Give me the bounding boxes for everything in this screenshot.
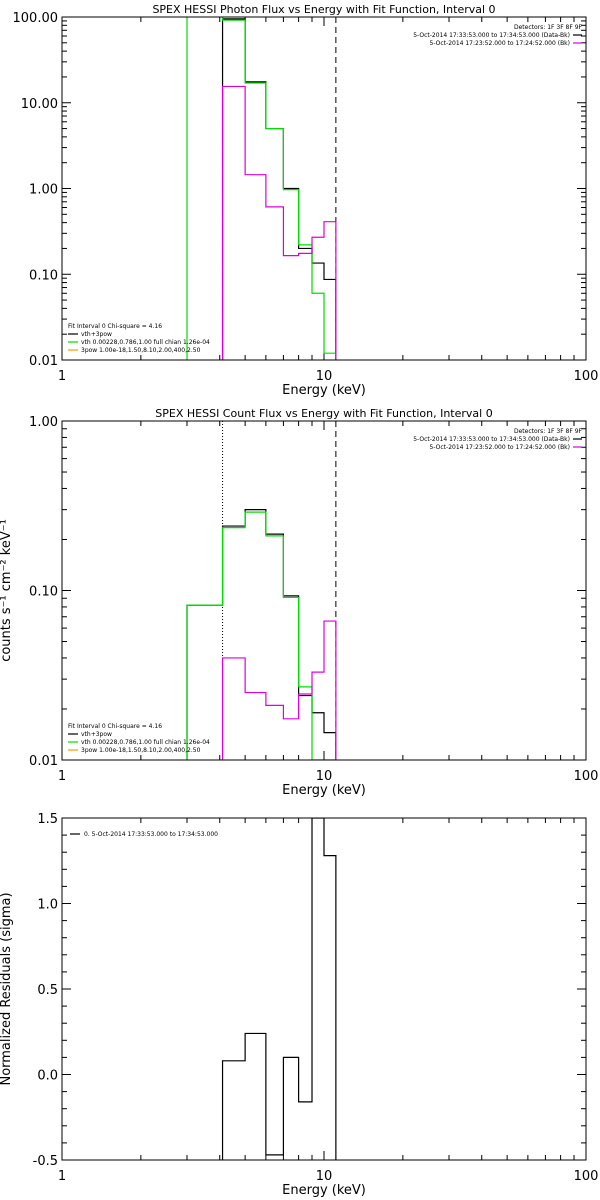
legend-header: Detectors: 1F 3F 8F 9F (514, 24, 583, 31)
fit-legend-entry: vth 0.00228,0.786,1.00 full chian 1.26e-… (81, 739, 210, 746)
legend-entry: 5-Oct-2014 17:33:53.000 to 17:34:53.000 … (413, 32, 570, 39)
series-magenta-histogram (221, 620, 337, 760)
x-tick-label: 10 (316, 769, 333, 784)
y-tick-label: 1.00 (29, 415, 58, 430)
fit-legend-header: Fit Interval 0 Chi-square = 4.16 (68, 323, 162, 330)
y-tick-label: 10.00 (21, 97, 58, 112)
x-tick-label: 100 (574, 369, 599, 384)
photon-flux-panel: SPEX HESSI Photon Flux vs Energy with Fi… (13, 3, 599, 398)
y-tick-label: 0.10 (29, 268, 58, 283)
x-axis-label: Energy (keV) (282, 783, 366, 798)
series-green-histogram (186, 511, 336, 760)
x-axis-label: Energy (keV) (282, 383, 366, 398)
legend-entry: 5-Oct-2014 17:33:53.000 to 17:34:53.000 … (413, 436, 570, 443)
fit-legend-header: Fit Interval 0 Chi-square = 4.16 (68, 723, 162, 730)
count-flux-panel: SPEX HESSI Count Flux vs Energy with Fit… (0, 407, 598, 798)
residuals-panel: 1 10 100 -0.5 0.0 0.5 1.0 1.5 Energy (keV) Normal… (0, 812, 598, 1198)
x-tick-label: 1 (58, 369, 66, 384)
fit-legend-entry: 3pow 1.00e-18,1.50,8.10,2.00,400,2.50 (81, 347, 201, 354)
chart-title: SPEX HESSI Photon Flux vs Energy with Fi… (152, 3, 495, 16)
y-tick-label: 0.5 (37, 983, 58, 998)
fit-legend-entry: 3pow 1.00e-18,1.50,8.10,2.00,400,2.50 (81, 747, 201, 754)
y-tick-label: 100.00 (13, 11, 59, 26)
y-tick-label: 0.0 (37, 1069, 58, 1084)
y-axis-label: Normalized Residuals (sigma) (0, 892, 14, 1085)
x-tick-label: 100 (574, 1169, 599, 1184)
y-tick-label: 0.01 (29, 354, 58, 369)
x-axis-label: Energy (keV) (282, 1183, 366, 1198)
series-magenta-histogram (221, 85, 337, 360)
fit-legend-entry: vth+3pow (81, 731, 112, 738)
x-tick-label: 1 (58, 1169, 66, 1184)
x-tick-label: 100 (574, 769, 599, 784)
legend-entry: 0. 5-Oct-2014 17:33:53.000 to 17:34:53.0… (84, 831, 218, 838)
x-tick-label: 1 (58, 769, 66, 784)
x-tick-label: 10 (316, 369, 333, 384)
plot-frame (61, 16, 587, 361)
series-black-histogram (186, 509, 337, 760)
fit-legend-entry: vth+3pow (81, 331, 112, 338)
plot-frame (61, 420, 587, 761)
y-tick-label: 1.00 (29, 183, 58, 198)
plot-frame (61, 817, 587, 1161)
legend-header: Detectors: 1F 3F 8F 9F (514, 428, 583, 435)
y-tick-label: 0.01 (29, 754, 58, 769)
x-tick-label: 10 (316, 1169, 333, 1184)
y-axis-label: counts s⁻¹ cm⁻² keV⁻¹ (0, 519, 14, 662)
fit-legend-entry: vth 0.00228,0.786,1.00 full chian 1.26e-… (81, 339, 210, 346)
y-tick-label: 1.0 (37, 898, 58, 913)
series-green-histogram (186, 17, 337, 360)
y-tick-label: 1.5 (37, 812, 58, 827)
series-black-histogram (221, 18, 337, 360)
y-tick-label: -0.5 (33, 1154, 58, 1169)
series-black-histogram (221, 818, 337, 1160)
legend-entry: 5-Oct-2014 17:23:52.000 to 17:24:52.000 … (430, 40, 571, 47)
y-tick-label: 0.10 (29, 585, 58, 600)
legend-entry: 5-Oct-2014 17:23:52.000 to 17:24:52.000 … (430, 444, 571, 451)
chart-title: SPEX HESSI Count Flux vs Energy with Fit… (155, 407, 492, 420)
